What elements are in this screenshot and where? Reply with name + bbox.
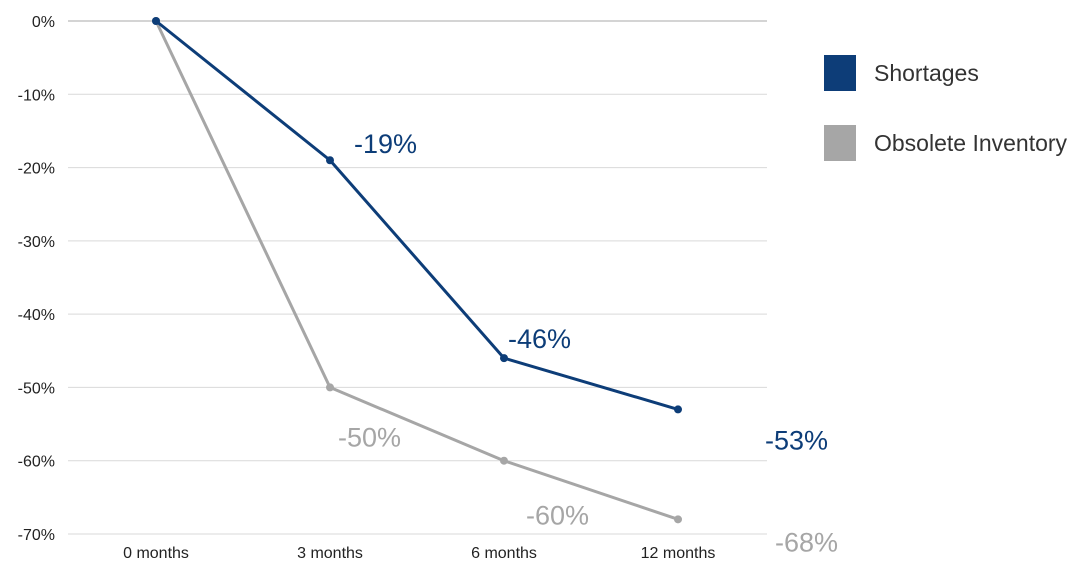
legend-label: Shortages (874, 60, 979, 86)
data-point (500, 456, 508, 465)
data-point (326, 383, 334, 392)
data-label: -50% (338, 422, 401, 452)
x-tick-label: 6 months (471, 545, 537, 561)
legend-label: Obsolete Inventory (874, 130, 1068, 156)
series-line-shortages (155, 19, 679, 411)
legend: Shortages Obsolete Inventory (824, 55, 1068, 161)
y-tick-label: -30% (18, 234, 55, 251)
y-tick-label: 0% (32, 14, 55, 31)
series-line-obsolete-inventory (154, 20, 679, 521)
legend-swatch (824, 125, 856, 161)
x-tick-label: 12 months (641, 545, 716, 561)
data-point (152, 17, 160, 25)
data-label: -46% (508, 324, 571, 354)
data-label: -68% (775, 527, 838, 557)
y-axis-tick-labels: 0% -10% -20% -30% -40% -50% -60% -70% (18, 14, 55, 544)
legend-swatch (824, 55, 856, 91)
y-tick-label: -70% (18, 527, 55, 544)
data-point (674, 405, 682, 414)
data-point (674, 515, 682, 524)
data-labels: -19% -46% -53% -50% -60% -68% (338, 129, 838, 557)
x-tick-label: 0 months (123, 545, 189, 561)
series-lines (152, 17, 682, 524)
y-tick-label: -50% (18, 380, 55, 397)
x-axis-tick-labels: 0 months 3 months 6 months 12 months (123, 545, 715, 561)
data-point (500, 354, 508, 363)
y-tick-label: -60% (18, 454, 55, 471)
data-label: -19% (354, 129, 417, 159)
data-label: -53% (765, 425, 828, 455)
y-tick-label: -40% (18, 307, 55, 324)
y-tick-label: -10% (18, 87, 55, 104)
x-tick-label: 3 months (297, 545, 363, 561)
gridlines (68, 20, 767, 535)
y-tick-label: -20% (18, 161, 55, 178)
data-point (326, 156, 334, 165)
data-label: -60% (526, 501, 589, 531)
